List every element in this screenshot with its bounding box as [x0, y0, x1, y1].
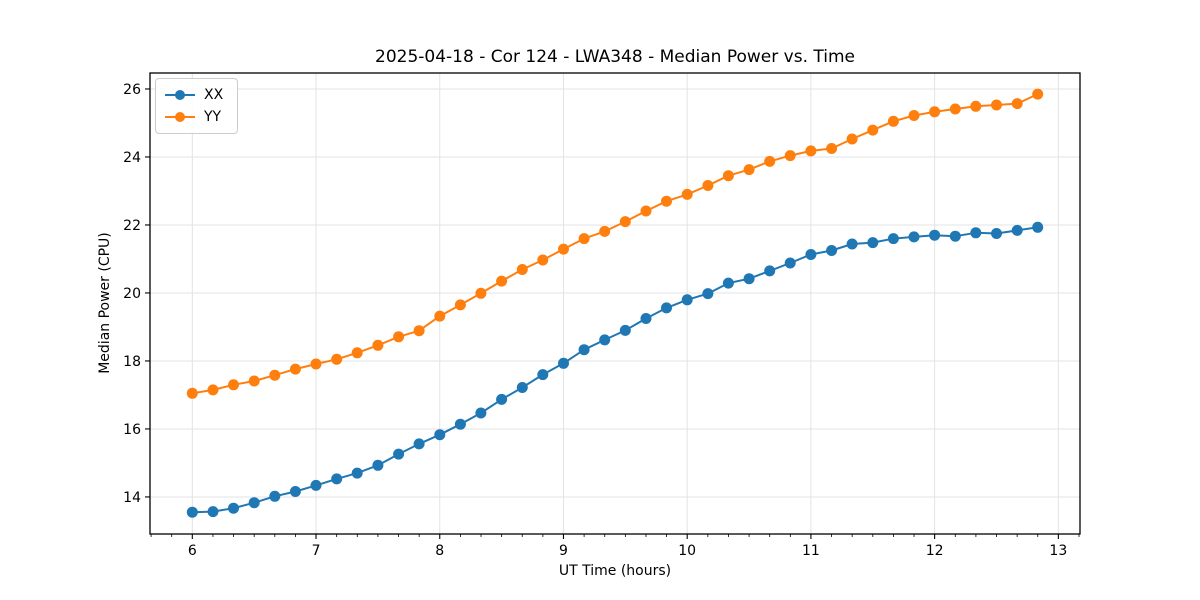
- x-tick-label: 11: [802, 543, 820, 559]
- x-axis-label: UT Time (hours): [558, 563, 672, 579]
- x-tick-label: 9: [559, 543, 568, 559]
- x-tick-label: 8: [435, 543, 444, 559]
- x-tick-label: 6: [188, 543, 197, 559]
- y-tick-label: 24: [123, 150, 141, 166]
- x-tick-label: 7: [312, 543, 321, 559]
- x-tick-label: 12: [926, 543, 944, 559]
- y-tick-label: 26: [123, 82, 141, 98]
- chart-title: 2025-04-18 - Cor 124 - LWA348 - Median P…: [375, 47, 855, 67]
- legend: XX YY: [155, 78, 239, 134]
- y-tick-label: 14: [123, 490, 141, 506]
- yy-marker-icon: [175, 112, 185, 122]
- legend-item-xx: XX: [165, 84, 223, 106]
- yy-line-marker-swatch: [165, 111, 195, 123]
- legend-item-yy: YY: [165, 106, 223, 128]
- series-xx: [186, 221, 1044, 518]
- y-tick-label: 20: [123, 286, 141, 302]
- tick-labels: 6 7 8 9 10 11 12 13 14 16 18 20 22 24 26: [123, 82, 1067, 559]
- axis-ticks: [145, 88, 1080, 539]
- y-tick-label: 16: [123, 422, 141, 438]
- grid-lines: [150, 73, 1080, 534]
- y-tick-label: 18: [123, 354, 141, 370]
- y-tick-label: 22: [123, 218, 141, 234]
- xx-marker-icon: [175, 90, 185, 100]
- x-tick-label: 10: [678, 543, 696, 559]
- legend-label-xx: XX: [204, 87, 224, 103]
- legend-label-yy: YY: [204, 109, 222, 125]
- plot-border: [149, 72, 1081, 535]
- y-axis-label: Median Power (CPU): [97, 232, 113, 374]
- x-tick-label: 13: [1049, 543, 1067, 559]
- xx-line-marker-swatch: [165, 89, 195, 101]
- series-yy: [186, 88, 1044, 399]
